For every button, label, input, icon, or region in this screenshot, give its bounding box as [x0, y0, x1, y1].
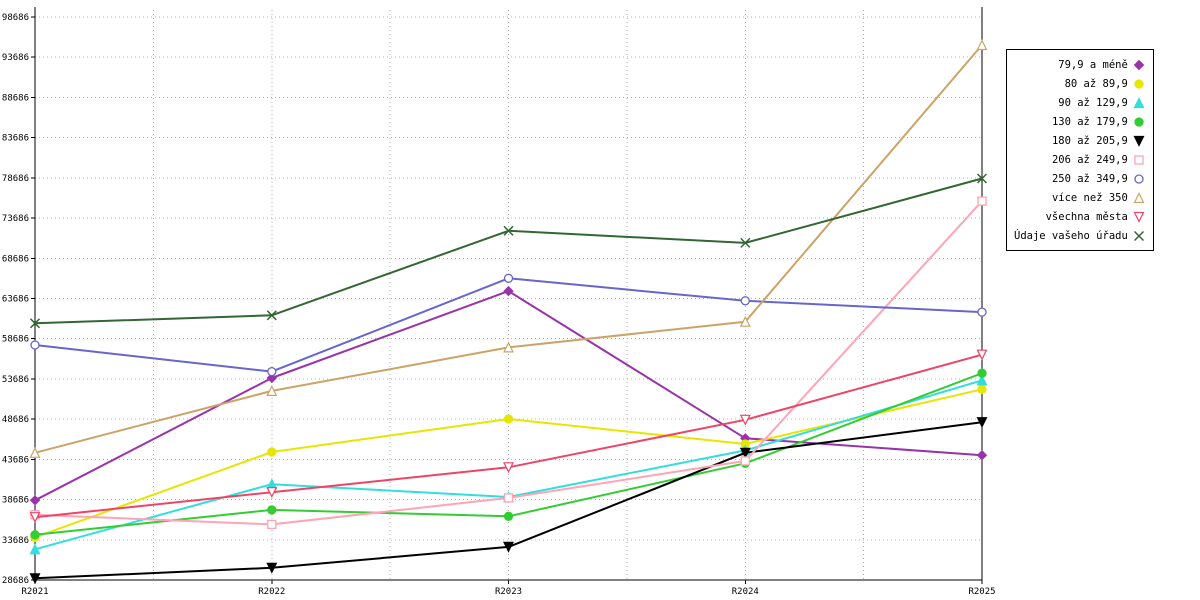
y-axis-label: 88686	[2, 93, 29, 103]
series-marker-6-3	[740, 296, 750, 306]
series-marker-5-2	[503, 493, 514, 503]
series-marker-1-4	[977, 384, 987, 394]
legend-marker-icon	[1133, 96, 1145, 108]
series-marker-5-4	[977, 196, 987, 206]
y-axis-label: 83686	[2, 134, 29, 144]
series-marker-1-1	[267, 447, 277, 457]
legend-label: 130 až 179,9	[1051, 115, 1128, 128]
legend-item-6: 250 až 349,9	[1014, 169, 1146, 188]
series-marker-5-3	[740, 456, 750, 466]
series-marker-8-0	[29, 512, 41, 524]
series-marker-3-0	[30, 530, 40, 540]
y-axis-label: 78686	[2, 174, 29, 184]
x-axis-label: R2023	[495, 587, 522, 597]
y-axis-label: 58686	[2, 335, 29, 345]
legend-label: 90 až 129,9	[1058, 96, 1128, 109]
legend-label: 80 až 89,9	[1064, 77, 1128, 90]
series-marker-0-2	[503, 285, 514, 297]
y-axis-label: 98686	[2, 13, 29, 23]
series-marker-4-3	[739, 447, 751, 459]
x-axis-label: R2021	[21, 587, 48, 597]
legend-label: 250 až 349,9	[1051, 172, 1128, 185]
legend-marker-icon	[1134, 173, 1144, 184]
series-marker-9-2	[503, 225, 514, 236]
series-marker-7-4	[976, 39, 988, 51]
series-marker-0-4	[976, 449, 988, 461]
x-axis-label: R2024	[732, 587, 759, 597]
series-marker-7-3	[739, 315, 751, 327]
series-marker-6-0	[30, 340, 40, 350]
legend-item-4: 180 až 205,9	[1014, 131, 1146, 150]
y-axis-label: 68686	[2, 254, 29, 264]
series-marker-6-4	[977, 307, 987, 317]
legend-label: všechna města	[1045, 210, 1128, 223]
series-marker-8-4	[976, 349, 988, 361]
y-axis-label: 28686	[2, 576, 29, 586]
legend-marker-icon	[1133, 191, 1145, 203]
legend-item-3: 130 až 179,9	[1014, 112, 1146, 131]
legend-label: 180 až 205,9	[1051, 134, 1128, 147]
legend-label: Údaje vašeho úřadu	[1014, 229, 1128, 242]
legend-label: 206 až 249,9	[1051, 153, 1128, 166]
series-marker-9-4	[976, 173, 988, 184]
y-axis-label: 38686	[2, 496, 29, 506]
series-marker-4-0	[29, 573, 41, 585]
series-marker-4-4	[976, 417, 988, 429]
series-marker-4-1	[266, 562, 278, 574]
legend-marker-icon	[1133, 59, 1145, 70]
series-marker-4-2	[503, 541, 514, 553]
series-marker-2-4	[976, 374, 988, 386]
legend-marker-icon	[1134, 116, 1144, 127]
y-axis-label: 93686	[2, 53, 29, 63]
series-marker-7-1	[266, 385, 278, 396]
legend-label: 79,9 a méně	[1058, 58, 1128, 71]
series-marker-6-2	[503, 273, 514, 283]
y-axis-label: 53686	[2, 375, 29, 385]
y-axis-label: 73686	[2, 214, 29, 224]
legend-marker-icon	[1134, 154, 1144, 165]
series-marker-9-0	[29, 318, 41, 329]
legend-item-7: více než 350	[1014, 188, 1146, 207]
series-marker-8-2	[503, 462, 514, 474]
x-axis-label: R2022	[258, 587, 285, 597]
legend-marker-icon	[1134, 78, 1144, 89]
legend-item-9: Údaje vašeho úřadu	[1014, 226, 1146, 245]
legend-item-8: všechna města	[1014, 207, 1146, 226]
legend-marker-icon	[1133, 211, 1145, 223]
series-marker-0-1	[266, 372, 278, 384]
y-axis-label: 43686	[2, 455, 29, 465]
series-marker-7-2	[503, 341, 514, 353]
legend-marker-icon	[1133, 230, 1144, 241]
legend-item-5: 206 až 249,9	[1014, 150, 1146, 169]
legend-item-0: 79,9 a méně	[1014, 55, 1146, 74]
legend-item-1: 80 až 89,9	[1014, 74, 1146, 93]
series-marker-3-2	[503, 511, 514, 521]
y-axis-label: 63686	[2, 295, 29, 305]
series-marker-8-3	[739, 414, 751, 426]
y-axis-label: 33686	[2, 536, 29, 546]
series-marker-8-1	[266, 487, 278, 499]
legend-label: více než 350	[1051, 191, 1128, 204]
series-marker-2-0	[29, 543, 41, 555]
series-marker-5-1	[267, 519, 277, 530]
series-marker-6-1	[267, 366, 277, 377]
series-marker-7-0	[29, 446, 41, 458]
series-marker-0-0	[29, 495, 41, 506]
series-marker-3-1	[267, 505, 277, 515]
series-marker-9-1	[266, 310, 277, 321]
series-marker-1-2	[503, 414, 514, 424]
series-marker-9-3	[740, 237, 751, 248]
y-axis-label: 48686	[2, 415, 29, 425]
series-marker-3-4	[977, 368, 987, 378]
chart-legend: 79,9 a méně 80 až 89,9 90 až 129,9 130 až 1…	[1006, 49, 1154, 251]
x-axis-label: R2025	[968, 587, 995, 597]
legend-marker-icon	[1133, 135, 1145, 147]
legend-item-2: 90 až 129,9	[1014, 93, 1146, 112]
